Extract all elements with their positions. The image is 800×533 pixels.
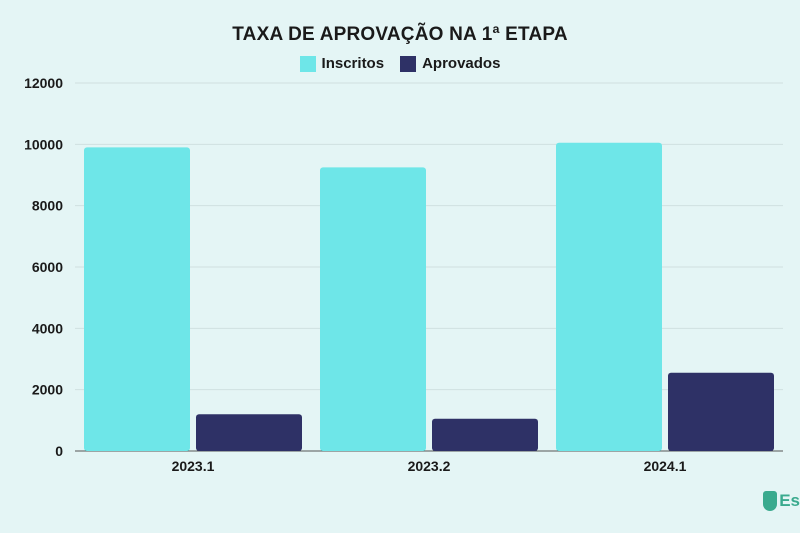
y-tick-label: 8000 <box>32 198 63 214</box>
brand-logo: Es <box>763 491 800 511</box>
bar-inscritos-2024.1 <box>556 142 662 452</box>
legend-item-inscritos: Inscritos <box>299 55 385 72</box>
y-tick-label: 4000 <box>32 320 63 336</box>
x-tick-label: 2023.1 <box>172 458 215 474</box>
legend-swatch-inscritos <box>299 55 316 72</box>
legend-label-inscritos: Inscritos <box>321 55 385 72</box>
y-tick-label: 0 <box>55 443 63 459</box>
brand-logo-icon <box>763 491 778 511</box>
y-tick-label: 12000 <box>24 75 63 91</box>
x-tick-label: 2023.2 <box>408 458 451 474</box>
bar-inscritos-2023.2 <box>320 167 426 452</box>
y-tick-label: 10000 <box>24 136 63 152</box>
y-tick-label: 2000 <box>32 382 63 398</box>
bar-aprovados-2023.1 <box>196 414 302 451</box>
chart-title: TAXA DE APROVAÇÃO NA 1ª ETAPA <box>232 24 568 45</box>
legend-item-aprovados: Aprovados <box>400 55 500 72</box>
legend-swatch-aprovados <box>400 55 417 72</box>
bar-aprovados-2024.1 <box>668 372 774 451</box>
x-tick-label: 2024.1 <box>644 458 687 474</box>
bar-inscritos-2023.1 <box>84 147 190 451</box>
bar-aprovados-2023.2 <box>432 418 538 451</box>
legend-label-aprovados: Aprovados <box>422 55 501 72</box>
y-tick-label: 6000 <box>32 259 63 275</box>
chart-legend: Inscritos Aprovados <box>0 55 800 72</box>
brand-text: Es <box>779 491 800 510</box>
